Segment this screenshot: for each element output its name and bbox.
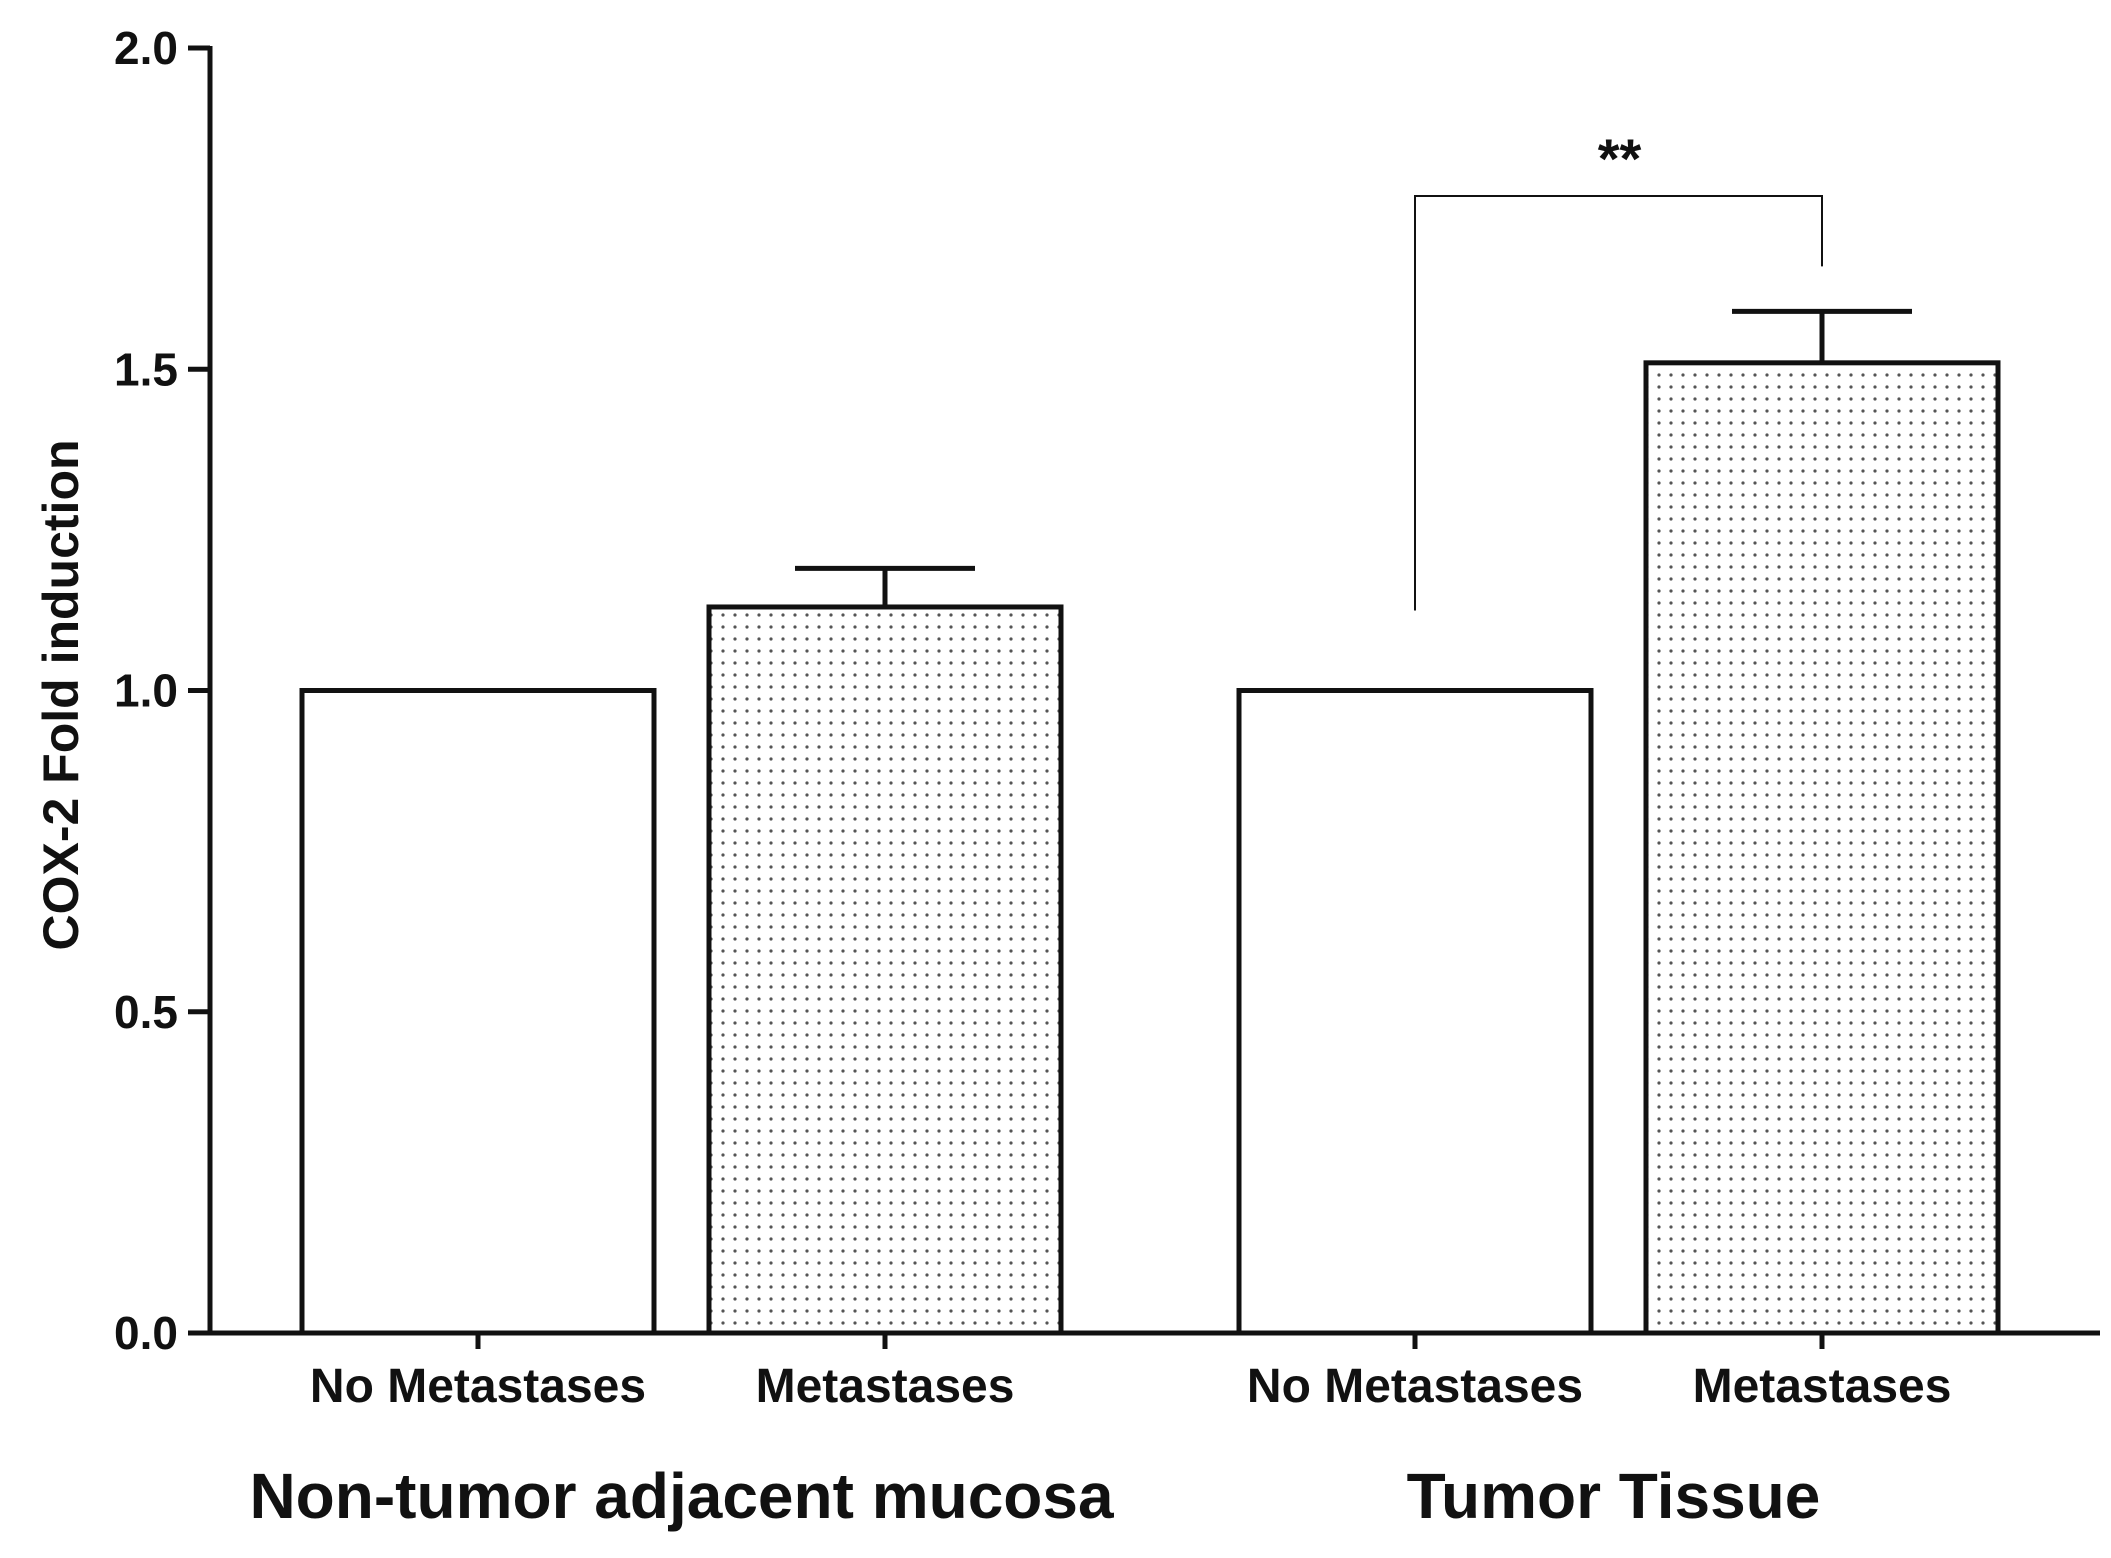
annotations-layer: ** (1414, 127, 1823, 611)
axes-layer (188, 45, 2100, 1349)
group-label-0: Non-tumor adjacent mucosa (249, 1460, 1114, 1532)
bar-g0-b0 (299, 688, 657, 1336)
category-label-g0-b1: Metastases (756, 1360, 1015, 1413)
y-axis-title: COX-2 Fold induction (33, 439, 89, 950)
y-tick-label-1: 0.5 (114, 986, 178, 1038)
y-tick-label-2: 1.0 (114, 665, 178, 717)
category-label-g1-b0: No Metastases (1247, 1360, 1583, 1413)
category-label-g0-b0: No Metastases (310, 1360, 646, 1413)
significance-label-0: ** (1598, 127, 1642, 190)
labels-layer: No Metastases Metastases Non-tumor adjacen… (114, 22, 1951, 1532)
y-tick-label-4: 2.0 (114, 22, 178, 74)
bars-layer (299, 308, 2001, 1336)
bar-g0-b1 (706, 604, 1064, 1336)
group-label-1: Tumor Tissue (1407, 1460, 1821, 1532)
y-tick-label-3: 1.5 (114, 343, 178, 395)
significance-bracket-0 (1414, 195, 1823, 611)
bar-g1-b0 (1236, 688, 1594, 1336)
y-tick-label-0: 0.0 (114, 1307, 178, 1359)
category-label-g1-b1: Metastases (1693, 1360, 1952, 1413)
bar-g1-b1 (1643, 360, 2001, 1336)
